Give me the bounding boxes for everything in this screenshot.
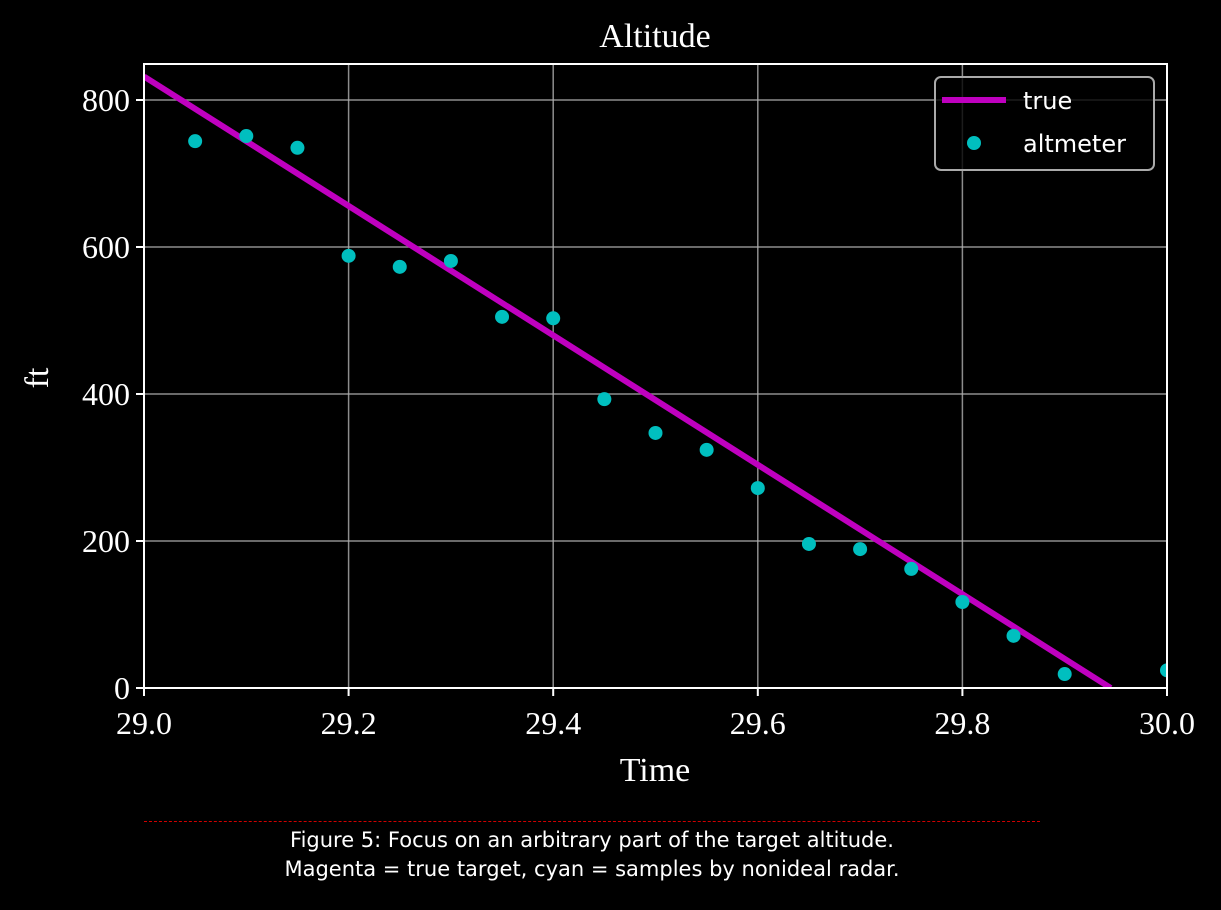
altmeter-point (1057, 667, 1072, 682)
altmeter-point (239, 129, 254, 144)
legend-altmeter-label: altmeter (1023, 130, 1126, 158)
x-tick-label: 29.2 (321, 705, 377, 741)
altmeter-point (341, 248, 356, 263)
altmeter-point (443, 253, 458, 268)
altmeter-point (955, 595, 970, 610)
altmeter-point (648, 425, 663, 440)
y-axis-label: ft (19, 367, 56, 388)
legend-altmeter-marker-icon (967, 136, 981, 150)
altmeter-point (699, 442, 714, 457)
x-tick-label: 29.8 (934, 705, 990, 741)
figure-caption: Figure 5: Focus on an arbitrary part of … (144, 821, 1040, 884)
y-tick-label: 800 (82, 82, 130, 118)
y-tick-label: 400 (82, 376, 130, 412)
x-axis-label: Time (620, 752, 691, 789)
altmeter-point (188, 134, 203, 149)
altmeter-point (495, 309, 510, 324)
altmeter-point (392, 259, 407, 274)
true-line (144, 73, 1113, 688)
x-axis-ticks: 29.0 29.2 29.4 29.6 29.8 30.0 (116, 688, 1195, 741)
altmeter-point (750, 481, 765, 496)
y-tick-label: 200 (82, 523, 130, 559)
legend-true-label: true (1023, 87, 1072, 115)
altmeter-scatter-series (188, 129, 1167, 682)
legend: true altmeter (934, 76, 1155, 171)
plot-frame (143, 63, 1168, 689)
altmeter-point (853, 542, 868, 557)
altmeter-point (904, 561, 919, 576)
y-tick-label: 600 (82, 229, 130, 265)
altmeter-point (801, 536, 816, 551)
y-tick-label: 0 (114, 670, 130, 706)
altmeter-point (597, 392, 612, 407)
caption-line-2: Magenta = true target, cyan = samples by… (284, 857, 900, 881)
altitude-chart: 29.0 29.2 29.4 29.6 29.8 30.0 0 200 400 600 800 A… (19, 18, 1195, 789)
x-tick-label: 29.0 (116, 705, 172, 741)
x-tick-label: 30.0 (1139, 705, 1195, 741)
altmeter-point (546, 311, 561, 326)
x-tick-label: 29.6 (730, 705, 786, 741)
altmeter-point (1160, 663, 1167, 678)
chart-title: Altitude (599, 18, 710, 55)
caption-line-1: Figure 5: Focus on an arbitrary part of … (290, 828, 894, 852)
altmeter-point (290, 140, 305, 155)
x-tick-label: 29.4 (525, 705, 581, 741)
true-line-series (144, 73, 1113, 688)
y-axis-ticks: 0 200 400 600 800 (82, 82, 144, 706)
altmeter-point (1006, 628, 1021, 643)
